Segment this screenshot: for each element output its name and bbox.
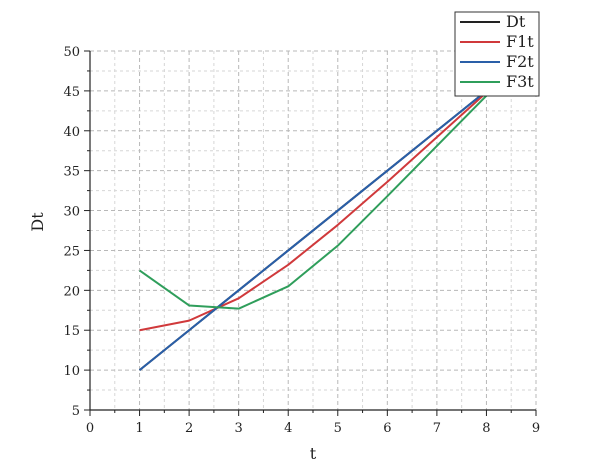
x-tick-label: 5 (334, 421, 342, 436)
series-lines (138, 90, 488, 371)
y-tick-label: 10 (63, 364, 80, 379)
legend-label-dt: Dt (506, 12, 526, 31)
y-tick-label: 40 (63, 125, 80, 140)
series-line-f3t (138, 94, 488, 310)
x-axis-title: t (310, 444, 317, 463)
y-axis-title: Dt (28, 212, 47, 232)
x-tick-label: 8 (482, 421, 490, 436)
y-tick-label: 25 (63, 244, 80, 259)
x-tick-label: 2 (185, 421, 193, 436)
y-tick-label: 5 (72, 404, 80, 419)
x-tick-label: 7 (433, 421, 441, 436)
x-tick-label: 3 (235, 421, 243, 436)
series-line-f2t (138, 90, 488, 371)
x-tick-label: 0 (86, 421, 94, 436)
y-tick-label: 35 (63, 165, 80, 180)
legend-label-f1t: F1t (506, 32, 534, 51)
grid (90, 50, 537, 410)
y-tick-label: 30 (63, 205, 80, 220)
y-tick-label: 45 (63, 85, 80, 100)
series-line-f1t (139, 91, 488, 332)
x-tick-label: 4 (284, 421, 292, 436)
y-tick-label: 15 (63, 324, 80, 339)
legend-label-f2t: F2t (506, 52, 534, 71)
x-tick-label: 6 (383, 421, 391, 436)
y-tick-label: 50 (63, 45, 80, 60)
x-tick-label: 9 (532, 421, 540, 436)
x-tick-label: 1 (135, 421, 143, 436)
y-tick-label: 20 (63, 284, 80, 299)
legend-label-f3t: F3t (506, 72, 534, 91)
